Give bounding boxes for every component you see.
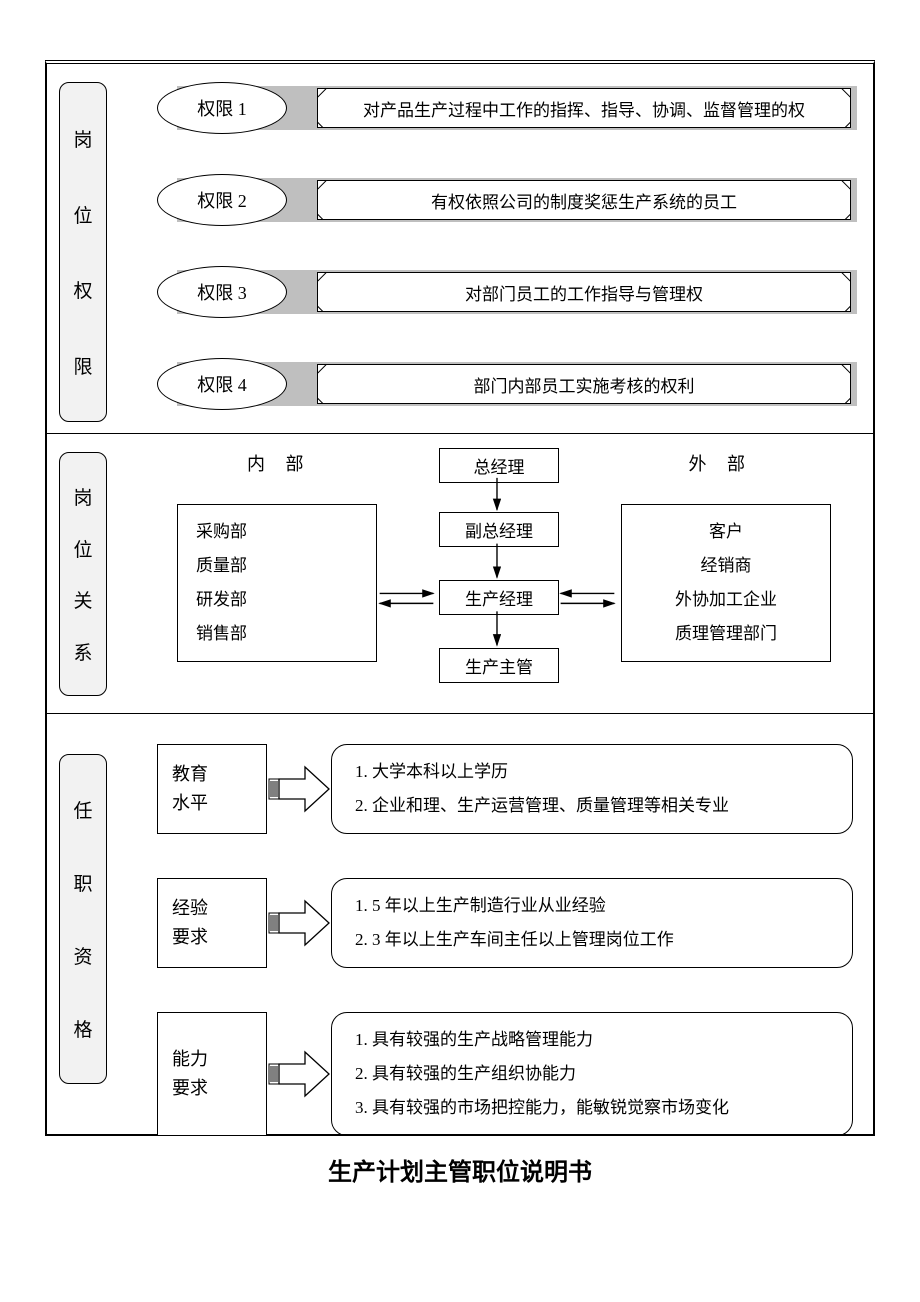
qual-item: 具有较强的生产组织协能力	[372, 1057, 836, 1091]
qual-item: 5 年以上生产制造行业从业经验	[372, 889, 836, 923]
qual-item: 具有较强的市场把控能力，能敏锐觉察市场变化	[372, 1091, 836, 1125]
side-label-char: 格	[73, 1015, 92, 1042]
permission-desc-text: 有权依照公司的制度奖惩生产系统的员工	[431, 188, 737, 213]
side-label-char: 位	[73, 535, 92, 562]
side-label-char: 关	[73, 586, 92, 613]
permission-row: 权限 2 有权依照公司的制度奖惩生产系统的员工	[157, 174, 857, 226]
permission-desc-text: 对部门员工的工作指导与管理权	[465, 280, 703, 305]
qual-label-line: 要求	[172, 923, 208, 952]
document-frame: 岗 位 权 限 权限 1 对产品生产过程中工作的指挥、指导、协调、监督管理的权 …	[45, 60, 875, 1136]
qual-label-ability: 能力 要求	[157, 1012, 267, 1136]
qual-content: 具有较强的生产战略管理能力 具有较强的生产组织协能力 具有较强的市场把控能力，能…	[331, 1012, 853, 1136]
permissions-list: 权限 1 对产品生产过程中工作的指挥、指导、协调、监督管理的权 权限 2 有权依…	[157, 82, 857, 410]
permission-name: 权限 2	[157, 174, 287, 226]
section-qualifications: 任 职 资 格 教育 水平	[47, 714, 873, 1134]
qual-label-line: 水平	[172, 789, 208, 818]
arrow-icon	[267, 1012, 331, 1136]
side-label-char: 权	[73, 276, 92, 303]
permission-desc-text: 部门内部员工实施考核的权利	[474, 372, 695, 397]
qual-label-line: 要求	[172, 1074, 208, 1103]
side-label-char: 资	[73, 942, 92, 969]
qual-label-line: 能力	[172, 1045, 208, 1074]
side-label-char: 岗	[73, 125, 92, 152]
qual-item: 具有较强的生产战略管理能力	[372, 1023, 836, 1057]
permission-desc-text: 对产品生产过程中工作的指挥、指导、协调、监督管理的权	[363, 96, 805, 121]
qualifications-list: 教育 水平 大学本科以上学历 企业和理、生产运营管理、质量管理等	[157, 744, 853, 1136]
side-label-relations: 岗 位 关 系	[59, 452, 107, 696]
permission-row: 权限 3 对部门员工的工作指导与管理权	[157, 266, 857, 318]
side-label-char: 任	[73, 796, 92, 823]
permission-name: 权限 4	[157, 358, 287, 410]
qual-label-experience: 经验 要求	[157, 878, 267, 968]
qualification-row: 能力 要求 具有较强的生产战略管理能力 具有较强的生产组织协能力	[157, 1012, 853, 1136]
qual-item: 3 年以上生产车间主任以上管理岗位工作	[372, 923, 836, 957]
permission-desc: 部门内部员工实施考核的权利	[317, 364, 851, 404]
side-label-permissions: 岗 位 权 限	[59, 82, 107, 422]
permission-name: 权限 3	[157, 266, 287, 318]
permission-desc: 有权依照公司的制度奖惩生产系统的员工	[317, 180, 851, 220]
permission-row: 权限 4 部门内部员工实施考核的权利	[157, 358, 857, 410]
side-label-char: 位	[73, 201, 92, 228]
arrow-icon	[267, 878, 331, 968]
arrow-icon	[267, 744, 331, 834]
relations-arrows	[137, 444, 853, 703]
permission-name: 权限 1	[157, 82, 287, 134]
qualification-row: 经验 要求 5 年以上生产制造行业从业经验 3 年以上生产车间主	[157, 878, 853, 968]
qual-label-line: 教育	[172, 760, 208, 789]
qualification-row: 教育 水平 大学本科以上学历 企业和理、生产运营管理、质量管理等	[157, 744, 853, 834]
qual-item: 大学本科以上学历	[372, 755, 836, 789]
side-label-char: 系	[73, 638, 92, 665]
section-relations: 岗 位 关 系 内 部 外 部 总经理 副总经理 生产经理 生产主管 采购部 质…	[47, 434, 873, 714]
side-label-char: 限	[73, 352, 92, 379]
qual-content: 5 年以上生产制造行业从业经验 3 年以上生产车间主任以上管理岗位工作	[331, 878, 853, 968]
relations-body: 内 部 外 部 总经理 副总经理 生产经理 生产主管 采购部 质量部 研发部 销…	[137, 444, 853, 703]
qual-item: 企业和理、生产运营管理、质量管理等相关专业	[372, 789, 836, 823]
permission-desc: 对部门员工的工作指导与管理权	[317, 272, 851, 312]
qual-label-education: 教育 水平	[157, 744, 267, 834]
side-label-char: 岗	[73, 483, 92, 510]
section-permissions: 岗 位 权 限 权限 1 对产品生产过程中工作的指挥、指导、协调、监督管理的权 …	[47, 64, 873, 434]
permission-row: 权限 1 对产品生产过程中工作的指挥、指导、协调、监督管理的权	[157, 82, 857, 134]
qual-content: 大学本科以上学历 企业和理、生产运营管理、质量管理等相关专业	[331, 744, 853, 834]
permission-desc: 对产品生产过程中工作的指挥、指导、协调、监督管理的权	[317, 88, 851, 128]
side-label-qualifications: 任 职 资 格	[59, 754, 107, 1084]
side-label-char: 职	[73, 869, 92, 896]
document-title: 生产计划主管职位说明书	[45, 1152, 875, 1187]
qual-label-line: 经验	[172, 894, 208, 923]
